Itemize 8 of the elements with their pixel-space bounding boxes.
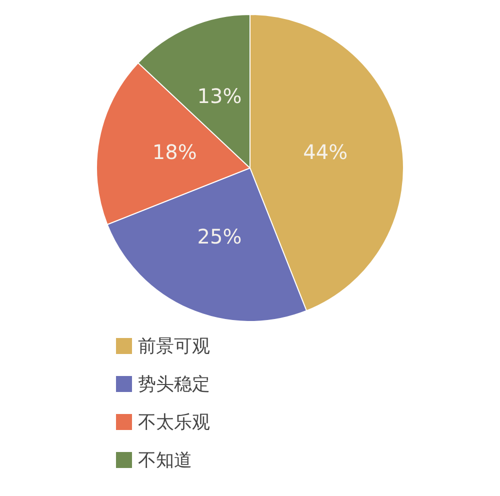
data-label: 25%	[197, 224, 242, 249]
data-label: 18%	[152, 140, 197, 164]
legend-label: 势头稳定	[138, 373, 210, 396]
legend-label: 不太乐观	[138, 411, 210, 434]
data-label: 13%	[197, 84, 242, 108]
legend-label: 前景可观	[138, 335, 210, 358]
legend-label: 不知道	[138, 449, 192, 472]
data-label: 44%	[303, 140, 348, 164]
